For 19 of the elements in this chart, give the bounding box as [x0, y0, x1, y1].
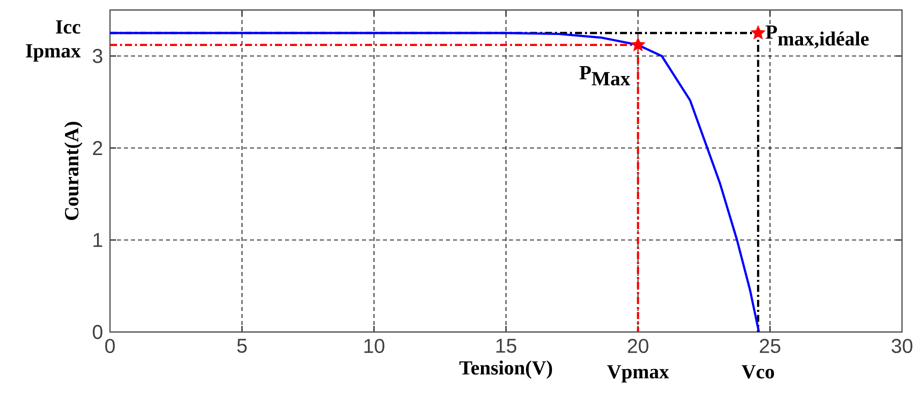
- x-tick-label: 20: [628, 338, 648, 354]
- annotation: $\textbf{P}_{\textbf{max,idéale}}$: [766, 26, 869, 48]
- x-tick-label: 15: [496, 338, 516, 353]
- x-axis-title: Tension(V): [459, 360, 552, 379]
- y-tick-label: 2: [93, 141, 102, 155]
- y-tick-label: 1: [94, 233, 102, 247]
- annotation: Ipmax: [26, 44, 81, 62]
- y-tick-label: 0: [92, 324, 102, 340]
- x-tick-label: 25: [760, 338, 780, 354]
- annotation: Vco: [742, 365, 774, 379]
- x-tick-label: 5: [237, 338, 247, 353]
- y-tick-label: 3: [92, 48, 102, 64]
- x-tick-label: 10: [364, 338, 384, 354]
- x-tick-label: 30: [892, 338, 912, 354]
- annotation: $\textbf{P}_{\textbf{Max}}$: [580, 66, 630, 86]
- y-axis-title: Courant(A): [64, 122, 82, 220]
- x-tick-label: 0: [105, 338, 115, 354]
- annotation: Vpmax: [607, 365, 670, 383]
- annotation: Icc: [56, 20, 80, 34]
